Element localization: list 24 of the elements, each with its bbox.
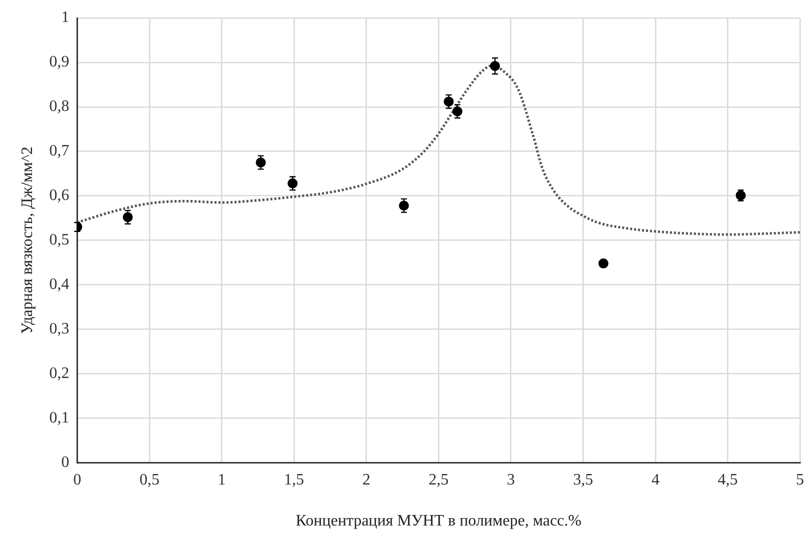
y-tick-label: 0,2	[49, 364, 70, 382]
x-tick-label: 3,5	[573, 471, 594, 488]
x-tick-label: 0	[73, 471, 82, 488]
y-tick-label: 1	[61, 9, 70, 26]
y-tick-label: 0,6	[49, 187, 70, 204]
y-tick-label: 0,9	[49, 54, 70, 71]
y-tick-label: 0,7	[49, 142, 70, 160]
x-tick-label: 1,5	[284, 471, 304, 488]
x-tick-label: 4,5	[718, 471, 738, 488]
x-tick-label: 2	[362, 471, 370, 488]
x-tick-label: 2,5	[428, 471, 449, 488]
y-tick-label: 0	[61, 454, 70, 471]
x-axis-title: Концентрация МУНТ в полимере, масс.%	[296, 512, 582, 530]
y-axis-title: Ударная вязкость, Дж/мм^2	[18, 146, 36, 334]
y-tick-label: 0,1	[49, 409, 70, 426]
y-tick-label: 0,3	[49, 320, 70, 338]
x-tick-label: 0,5	[139, 471, 160, 488]
x-tick-label: 5	[796, 471, 804, 488]
y-tick-label: 0,8	[49, 98, 70, 116]
x-tick-label: 3	[506, 471, 515, 488]
x-tick-label: 4	[651, 471, 660, 488]
y-tick-label: 0,4	[49, 276, 70, 293]
x-tick-label: 1	[218, 471, 226, 488]
y-tick-label: 0,5	[49, 232, 70, 249]
